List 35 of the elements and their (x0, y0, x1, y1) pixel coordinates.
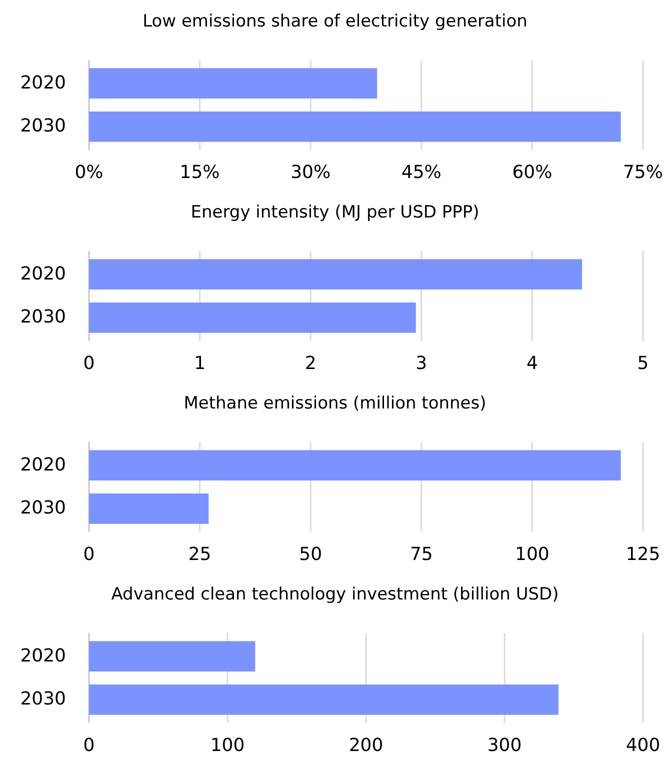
x-tick-label: 1 (194, 352, 206, 374)
y-tick-label: 2030 (20, 498, 66, 519)
y-tick-label: 2030 (20, 306, 66, 328)
x-tick-label: 300 (487, 734, 522, 756)
x-tick-label: 100 (210, 734, 245, 756)
x-tick-label: 125 (626, 544, 660, 565)
y-tick-label: 2020 (20, 454, 66, 476)
x-tick-label: 60% (512, 162, 552, 183)
chart-title: Advanced clean technology investment (billion USD) (111, 584, 559, 605)
y-tick-label: 2030 (20, 688, 66, 710)
x-tick-label: 25 (188, 544, 212, 565)
x-tick-label: 0 (83, 352, 95, 374)
y-tick-label: 2020 (20, 263, 66, 284)
y-tick-label: 2020 (20, 72, 66, 94)
x-tick-label: 400 (626, 734, 660, 756)
x-tick-label: 75% (622, 162, 664, 183)
chart-title: Methane emissions (million tonnes) (184, 394, 486, 414)
y-tick-label: 2030 (20, 116, 66, 137)
x-tick-label: 30% (290, 162, 331, 183)
chart-title: Energy intensity (MJ per USD PPP) (190, 202, 480, 223)
x-tick-label: 0% (74, 162, 104, 183)
x-tick-label: 50 (299, 544, 322, 565)
x-tick-label: 4 (526, 352, 538, 374)
chart-title: Low emissions share of electricity generation (142, 12, 528, 32)
y-tick-label: 2020 (20, 645, 66, 666)
x-tick-label: 15% (180, 162, 220, 183)
x-tick-label: 2 (304, 352, 316, 374)
x-tick-label: 100 (515, 544, 550, 565)
x-tick-label: 45% (401, 162, 442, 183)
x-tick-label: 3 (416, 352, 428, 374)
x-tick-label: 75 (410, 544, 433, 565)
x-tick-label: 200 (348, 734, 384, 756)
x-tick-label: 0 (83, 544, 95, 565)
x-tick-label: 0 (83, 734, 95, 756)
x-tick-label: 5 (637, 352, 649, 374)
